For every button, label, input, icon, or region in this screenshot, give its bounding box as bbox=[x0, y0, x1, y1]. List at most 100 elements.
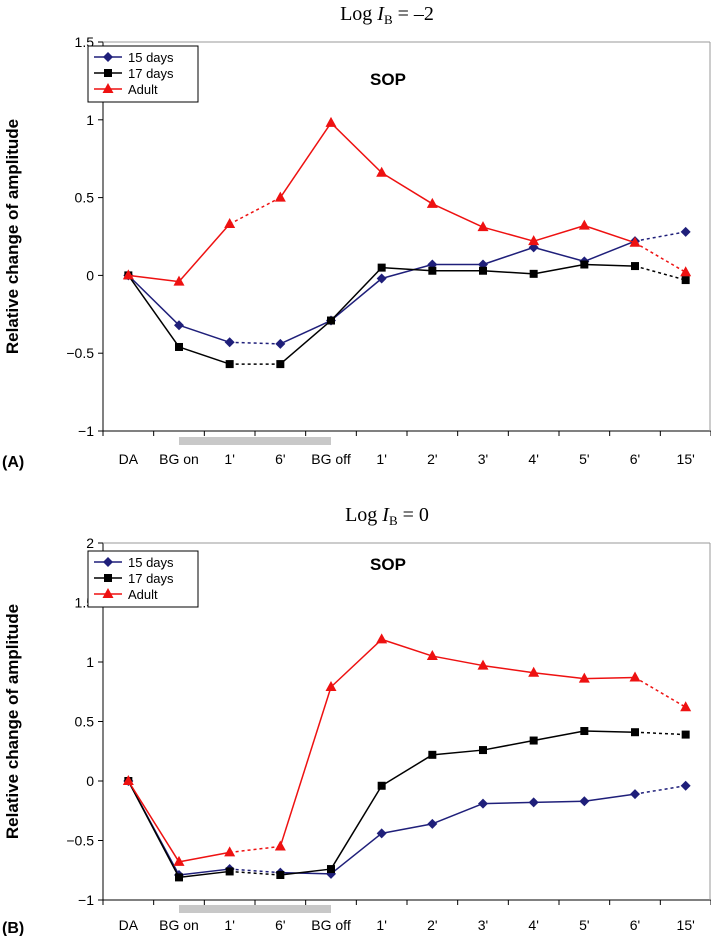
legend-marker bbox=[102, 588, 114, 598]
legend-marker bbox=[103, 557, 113, 567]
series-line-segment bbox=[432, 203, 484, 228]
data-point bbox=[122, 269, 134, 280]
series-line-segment bbox=[482, 739, 534, 751]
y-tick-label: −1 bbox=[78, 892, 94, 908]
data-point bbox=[175, 342, 183, 351]
x-tick-label: 4' bbox=[528, 451, 538, 467]
x-tick-label: 6' bbox=[630, 451, 640, 467]
series-line-segment bbox=[381, 754, 433, 787]
data-point bbox=[224, 218, 236, 229]
x-tick-label: DA bbox=[119, 917, 139, 933]
legend-marker bbox=[104, 69, 112, 77]
data-point bbox=[680, 266, 692, 277]
data-point bbox=[629, 671, 641, 682]
series-line-segment bbox=[330, 267, 383, 322]
series-line-segment bbox=[634, 676, 687, 708]
series-17-days bbox=[124, 727, 690, 882]
data-point bbox=[631, 262, 639, 271]
series-line-segment bbox=[533, 730, 585, 742]
y-tick-label: 2 bbox=[86, 535, 94, 551]
data-point bbox=[327, 865, 335, 874]
series-line-segment bbox=[533, 246, 585, 263]
series-line-segment bbox=[280, 871, 332, 875]
series-line-segment bbox=[381, 638, 433, 657]
background-light-bar bbox=[179, 905, 331, 913]
chart-panel-a: −1−0.500.511.5DA BG on 1' 6' BG off 1' 2' 3' 4' 5… bbox=[2, 3, 711, 471]
y-tick-label: 0 bbox=[86, 267, 94, 283]
x-tick-label: 15' bbox=[677, 917, 695, 933]
series-line-segment bbox=[178, 851, 230, 863]
panel-label: (A) bbox=[2, 454, 24, 471]
legend-entry: Adult bbox=[128, 587, 158, 602]
series-line-segment bbox=[584, 263, 636, 267]
y-tick-label: 0.5 bbox=[75, 714, 95, 730]
series-line-segment bbox=[634, 785, 686, 795]
data-point bbox=[578, 219, 590, 230]
legend-entry: 17 days bbox=[128, 66, 174, 81]
series-line-segment bbox=[229, 845, 281, 854]
y-tick-label: −0.5 bbox=[66, 833, 94, 849]
x-tick-label: 2' bbox=[427, 917, 437, 933]
series-line-segment bbox=[634, 731, 686, 736]
x-tick-label: 4' bbox=[528, 917, 538, 933]
series-line-segment bbox=[634, 242, 687, 273]
series-line-segment bbox=[634, 265, 686, 281]
x-tick-label: 6' bbox=[630, 917, 640, 933]
x-tick-label: 3' bbox=[478, 917, 488, 933]
x-tick-label: 15' bbox=[677, 451, 695, 467]
data-point bbox=[529, 269, 538, 278]
data-point bbox=[528, 235, 540, 246]
series-line-segment bbox=[280, 868, 332, 876]
series-line-segment bbox=[178, 324, 230, 344]
series-line-segment bbox=[127, 780, 180, 863]
data-point bbox=[225, 360, 234, 369]
legend-marker bbox=[104, 574, 112, 582]
legend-entry: 15 days bbox=[128, 50, 174, 65]
data-point bbox=[275, 338, 286, 349]
series-line-segment bbox=[432, 655, 484, 667]
series-line-segment bbox=[229, 868, 281, 874]
series-line-segment bbox=[432, 802, 484, 825]
data-point bbox=[377, 263, 386, 272]
y-tick-label: 0.5 bbox=[75, 190, 95, 206]
data-point bbox=[428, 266, 437, 275]
x-tick-label: 1' bbox=[224, 917, 234, 933]
series-line-segment bbox=[381, 823, 433, 835]
series-line-segment bbox=[584, 224, 636, 244]
data-point bbox=[325, 116, 337, 127]
x-tick-label: BG off bbox=[311, 917, 351, 933]
series-line-segment bbox=[330, 277, 383, 322]
series-15-days bbox=[123, 226, 691, 349]
data-point bbox=[428, 750, 437, 759]
data-point bbox=[680, 701, 692, 712]
series-line-segment bbox=[381, 172, 433, 205]
series-line-segment bbox=[178, 346, 230, 365]
series-15-days bbox=[123, 776, 691, 881]
data-point bbox=[274, 191, 286, 202]
x-tick-label: 2' bbox=[427, 451, 437, 467]
data-point bbox=[478, 798, 488, 809]
series-line-segment bbox=[178, 223, 231, 283]
data-point bbox=[680, 780, 691, 791]
y-tick-label: −0.5 bbox=[66, 345, 94, 361]
series-line-segment bbox=[533, 263, 585, 275]
x-tick-label: BG off bbox=[311, 451, 351, 467]
data-point bbox=[276, 871, 285, 880]
annotation-sop: SOP bbox=[370, 555, 406, 574]
series-line-segment bbox=[128, 274, 180, 283]
data-point bbox=[376, 166, 388, 177]
data-point bbox=[681, 276, 690, 285]
x-tick-label: 5' bbox=[579, 917, 589, 933]
series-line-segment bbox=[279, 686, 332, 847]
series-line-segment bbox=[381, 263, 433, 280]
series-line-segment bbox=[279, 319, 332, 365]
data-point bbox=[479, 746, 487, 755]
series-line-segment bbox=[634, 231, 686, 242]
x-tick-label: 5' bbox=[579, 451, 589, 467]
data-point bbox=[529, 736, 538, 745]
series-line-segment bbox=[482, 801, 534, 805]
series-line-segment bbox=[178, 870, 230, 879]
data-point bbox=[680, 226, 691, 237]
